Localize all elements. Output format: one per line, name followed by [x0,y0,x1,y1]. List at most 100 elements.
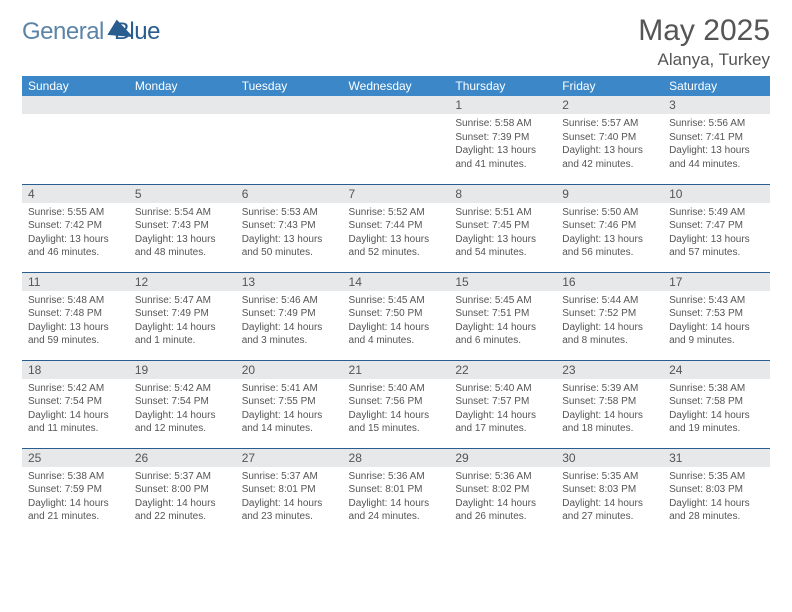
calendar-cell: 22Sunrise: 5:40 AMSunset: 7:57 PMDayligh… [449,360,556,448]
calendar-row: 4Sunrise: 5:55 AMSunset: 7:42 PMDaylight… [22,184,770,272]
sunset-line: Sunset: 7:43 PM [135,219,230,233]
sunrise-line: Sunrise: 5:38 AM [669,382,764,396]
daylight-line: Daylight: 14 hours and 1 minute. [135,321,230,348]
day-body: Sunrise: 5:56 AMSunset: 7:41 PMDaylight:… [663,114,770,174]
sunrise-line: Sunrise: 5:47 AM [135,294,230,308]
weekday-header: Saturday [663,76,770,96]
day-number: 29 [449,449,556,467]
sunset-line: Sunset: 7:59 PM [28,483,123,497]
daylight-line: Daylight: 13 hours and 56 minutes. [562,233,657,260]
sunrise-line: Sunrise: 5:44 AM [562,294,657,308]
daylight-line: Daylight: 13 hours and 54 minutes. [455,233,550,260]
triangle-icon [107,19,134,37]
sunset-line: Sunset: 7:45 PM [455,219,550,233]
calendar-cell: 12Sunrise: 5:47 AMSunset: 7:49 PMDayligh… [129,272,236,360]
day-body: Sunrise: 5:38 AMSunset: 7:58 PMDaylight:… [663,379,770,439]
daylight-line: Daylight: 13 hours and 42 minutes. [562,144,657,171]
day-number: 31 [663,449,770,467]
sunrise-line: Sunrise: 5:40 AM [349,382,444,396]
weekday-header: Monday [129,76,236,96]
sunrise-line: Sunrise: 5:42 AM [28,382,123,396]
sunrise-line: Sunrise: 5:37 AM [242,470,337,484]
title-block: May 2025 Alanya, Turkey [638,14,770,70]
sunrise-line: Sunrise: 5:54 AM [135,206,230,220]
daylight-line: Daylight: 14 hours and 12 minutes. [135,409,230,436]
sunset-line: Sunset: 8:00 PM [135,483,230,497]
day-body: Sunrise: 5:38 AMSunset: 7:59 PMDaylight:… [22,467,129,527]
sunset-line: Sunset: 7:56 PM [349,395,444,409]
calendar-cell: 24Sunrise: 5:38 AMSunset: 7:58 PMDayligh… [663,360,770,448]
sunset-line: Sunset: 7:58 PM [562,395,657,409]
day-number-empty [236,96,343,114]
sunset-line: Sunset: 7:50 PM [349,307,444,321]
day-body: Sunrise: 5:43 AMSunset: 7:53 PMDaylight:… [663,291,770,351]
sunrise-line: Sunrise: 5:55 AM [28,206,123,220]
day-body: Sunrise: 5:49 AMSunset: 7:47 PMDaylight:… [663,203,770,263]
day-body: Sunrise: 5:40 AMSunset: 7:57 PMDaylight:… [449,379,556,439]
daylight-line: Daylight: 14 hours and 27 minutes. [562,497,657,524]
daylight-line: Daylight: 13 hours and 46 minutes. [28,233,123,260]
sunset-line: Sunset: 8:01 PM [242,483,337,497]
sunset-line: Sunset: 7:41 PM [669,131,764,145]
day-number: 16 [556,273,663,291]
daylight-line: Daylight: 14 hours and 11 minutes. [28,409,123,436]
day-number: 26 [129,449,236,467]
sunset-line: Sunset: 8:03 PM [562,483,657,497]
daylight-line: Daylight: 14 hours and 15 minutes. [349,409,444,436]
day-number: 28 [343,449,450,467]
day-body: Sunrise: 5:36 AMSunset: 8:01 PMDaylight:… [343,467,450,527]
day-number: 12 [129,273,236,291]
day-number: 9 [556,185,663,203]
sunset-line: Sunset: 8:01 PM [349,483,444,497]
sunset-line: Sunset: 7:43 PM [242,219,337,233]
sunrise-line: Sunrise: 5:45 AM [349,294,444,308]
sunset-line: Sunset: 8:03 PM [669,483,764,497]
day-number: 5 [129,185,236,203]
day-body: Sunrise: 5:55 AMSunset: 7:42 PMDaylight:… [22,203,129,263]
calendar-cell: 21Sunrise: 5:40 AMSunset: 7:56 PMDayligh… [343,360,450,448]
calendar-row: 25Sunrise: 5:38 AMSunset: 7:59 PMDayligh… [22,448,770,536]
location-subtitle: Alanya, Turkey [638,50,770,70]
day-number: 11 [22,273,129,291]
sunset-line: Sunset: 7:42 PM [28,219,123,233]
sunset-line: Sunset: 7:51 PM [455,307,550,321]
daylight-line: Daylight: 13 hours and 41 minutes. [455,144,550,171]
day-number: 17 [663,273,770,291]
day-body: Sunrise: 5:35 AMSunset: 8:03 PMDaylight:… [556,467,663,527]
daylight-line: Daylight: 14 hours and 28 minutes. [669,497,764,524]
daylight-line: Daylight: 13 hours and 59 minutes. [28,321,123,348]
calendar-cell: 17Sunrise: 5:43 AMSunset: 7:53 PMDayligh… [663,272,770,360]
day-number: 30 [556,449,663,467]
daylight-line: Daylight: 14 hours and 17 minutes. [455,409,550,436]
calendar-row: 18Sunrise: 5:42 AMSunset: 7:54 PMDayligh… [22,360,770,448]
calendar-cell: 4Sunrise: 5:55 AMSunset: 7:42 PMDaylight… [22,184,129,272]
calendar-cell: 2Sunrise: 5:57 AMSunset: 7:40 PMDaylight… [556,96,663,184]
weekday-header: Wednesday [343,76,450,96]
sunrise-line: Sunrise: 5:53 AM [242,206,337,220]
calendar-cell: 9Sunrise: 5:50 AMSunset: 7:46 PMDaylight… [556,184,663,272]
daylight-line: Daylight: 14 hours and 6 minutes. [455,321,550,348]
weekday-header: Sunday [22,76,129,96]
calendar-cell: 18Sunrise: 5:42 AMSunset: 7:54 PMDayligh… [22,360,129,448]
day-number-empty [22,96,129,114]
weekday-header: Tuesday [236,76,343,96]
calendar-page: General Blue May 2025 Alanya, Turkey Sun… [0,0,792,550]
calendar-cell: 5Sunrise: 5:54 AMSunset: 7:43 PMDaylight… [129,184,236,272]
day-body: Sunrise: 5:39 AMSunset: 7:58 PMDaylight:… [556,379,663,439]
calendar-cell: 15Sunrise: 5:45 AMSunset: 7:51 PMDayligh… [449,272,556,360]
sunset-line: Sunset: 7:57 PM [455,395,550,409]
sunrise-line: Sunrise: 5:35 AM [562,470,657,484]
daylight-line: Daylight: 14 hours and 9 minutes. [669,321,764,348]
day-body: Sunrise: 5:52 AMSunset: 7:44 PMDaylight:… [343,203,450,263]
day-body: Sunrise: 5:42 AMSunset: 7:54 PMDaylight:… [22,379,129,439]
brand-logo: General Blue [22,18,160,46]
day-body: Sunrise: 5:44 AMSunset: 7:52 PMDaylight:… [556,291,663,351]
sunrise-line: Sunrise: 5:40 AM [455,382,550,396]
day-number: 1 [449,96,556,114]
sunrise-line: Sunrise: 5:45 AM [455,294,550,308]
daylight-line: Daylight: 13 hours and 50 minutes. [242,233,337,260]
calendar-cell: 23Sunrise: 5:39 AMSunset: 7:58 PMDayligh… [556,360,663,448]
day-body: Sunrise: 5:53 AMSunset: 7:43 PMDaylight:… [236,203,343,263]
day-number: 15 [449,273,556,291]
day-body: Sunrise: 5:45 AMSunset: 7:51 PMDaylight:… [449,291,556,351]
